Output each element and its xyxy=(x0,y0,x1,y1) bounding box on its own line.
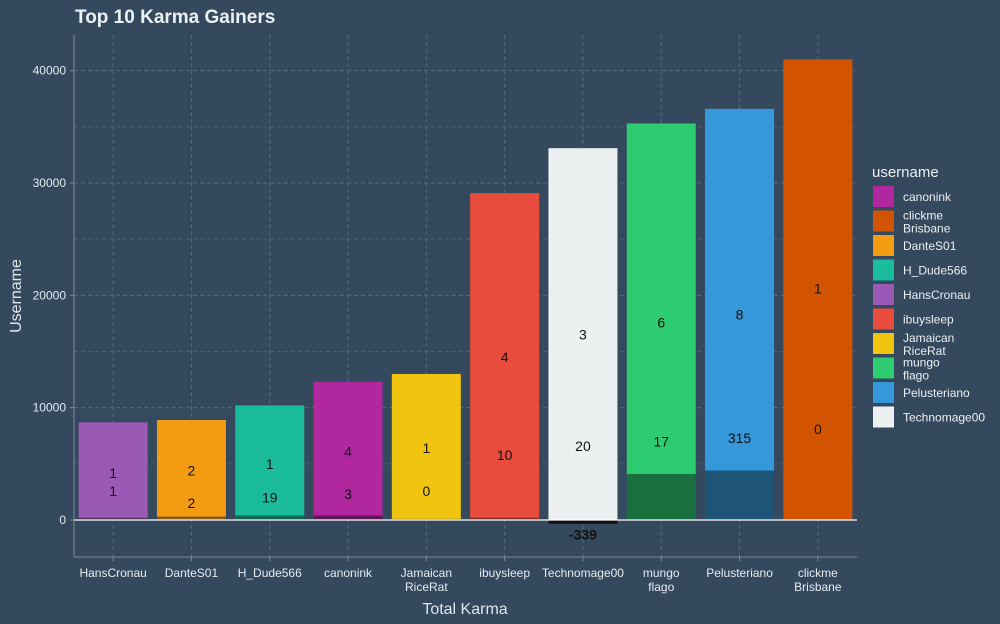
bar-segment-Technomage00 xyxy=(548,148,618,521)
data-label-Pelusteriano: 8 xyxy=(736,306,744,322)
data-label-JamaicanRiceRat: 1 xyxy=(422,440,430,456)
bar-segment-DanteS01 xyxy=(156,420,226,517)
data-label-JamaicanRiceRat: 0 xyxy=(422,483,430,499)
legend-swatch xyxy=(873,210,894,232)
x-tick-label: Pelusteriano xyxy=(706,566,773,580)
x-tick-label: canonink xyxy=(324,566,373,580)
data-label-HansCronau: 1 xyxy=(109,465,117,481)
x-tick-label: H_Dude566 xyxy=(238,566,302,580)
bar-segment-Pelusteriano xyxy=(705,108,775,471)
data-label-H_Dude566: 1 xyxy=(266,456,274,472)
legend-label: HansCronau xyxy=(903,288,970,302)
data-label-DanteS01: 2 xyxy=(188,495,196,511)
legend-label: Technomage00 xyxy=(903,411,985,425)
legend-label: mungo flago xyxy=(903,356,940,383)
data-label-Pelusteriano: 315 xyxy=(728,430,752,446)
bar-segment-Technomage00 xyxy=(548,520,618,524)
data-label-Technomage00: -339 xyxy=(569,527,597,543)
data-label-clickmeBrisbane: 1 xyxy=(814,281,822,297)
x-tick-label: DanteS01 xyxy=(165,566,219,580)
legend-label: Pelusteriano xyxy=(903,386,970,400)
x-tick-label: ibuysleep xyxy=(479,566,530,580)
x-tick-label: clickme Brisbane xyxy=(794,566,842,594)
bar-segment-HansCronau xyxy=(78,422,148,518)
data-label-DanteS01: 2 xyxy=(188,463,196,479)
data-label-Technomage00: 3 xyxy=(579,327,587,343)
x-axis-title: Total Karma xyxy=(422,601,507,618)
bar-segment-canonink xyxy=(313,381,383,516)
bar-segment-clickmeBrisbane xyxy=(783,59,853,521)
bar-segment-mungoflago xyxy=(626,473,696,520)
legend-swatch xyxy=(873,333,894,354)
legend: username canonink clickme Brisbane DanteS01… xyxy=(872,164,985,428)
y-tick-label: 10000 xyxy=(33,401,67,415)
bars xyxy=(78,59,853,524)
chart-title: Top 10 Karma Gainers xyxy=(75,7,275,28)
data-label-H_Dude566: 19 xyxy=(262,490,278,506)
legend-label: ibuysleep xyxy=(903,313,954,327)
data-label-Technomage00: 20 xyxy=(575,438,591,454)
legend-swatch xyxy=(873,259,894,281)
bar-segment-ibuysleep xyxy=(470,517,540,520)
y-tick-label: 0 xyxy=(59,513,66,527)
x-tick-label: HansCronau xyxy=(79,566,146,580)
bar-segment-DanteS01 xyxy=(156,516,226,520)
axes: 0 10000 20000 30000 40000 HansCronau DanteS01 H… xyxy=(33,35,857,594)
bar-segment-mungoflago xyxy=(626,123,696,474)
legend-swatch xyxy=(873,235,894,256)
legend-label: canonink xyxy=(903,190,952,204)
legend-swatch xyxy=(873,308,894,330)
legend-swatch xyxy=(873,357,894,379)
bar-segment-HansCronau xyxy=(78,517,148,520)
bar-segment-Pelusteriano xyxy=(705,470,775,520)
legend-swatch xyxy=(873,284,894,305)
data-labels: 1 1 2 2 19 1 3 4 0 1 10 4 -339 20 3 17 6 315 8 0 1 xyxy=(109,281,822,543)
y-tick-label: 20000 xyxy=(33,288,67,302)
x-tick-label: Technomage00 xyxy=(542,566,624,580)
bar-segment-H_Dude566 xyxy=(235,515,305,520)
data-label-ibuysleep: 10 xyxy=(497,447,513,463)
data-label-clickmeBrisbane: 0 xyxy=(814,421,822,437)
legend-label: H_Dude566 xyxy=(903,264,967,278)
bar-segment-canonink xyxy=(313,515,383,520)
bar-segment-ibuysleep xyxy=(470,193,540,518)
legend-title: username xyxy=(872,164,939,181)
legend-label: DanteS01 xyxy=(903,239,957,253)
legend-swatch xyxy=(873,186,894,207)
y-axis-title: Username xyxy=(8,259,25,333)
y-tick-label: 40000 xyxy=(33,64,67,78)
data-label-mungoflago: 6 xyxy=(657,314,665,330)
legend-swatch xyxy=(873,406,894,428)
x-tick-label: Jamaican RiceRat xyxy=(401,566,452,594)
data-label-canonink: 3 xyxy=(344,486,352,502)
y-tick-label: 30000 xyxy=(33,176,67,190)
data-label-HansCronau: 1 xyxy=(109,483,117,499)
data-label-canonink: 4 xyxy=(344,443,352,459)
bar-segment-JamaicanRiceRat xyxy=(391,373,461,519)
legend-label: Jamaican RiceRat xyxy=(903,331,954,358)
x-tick-label: mungo flago xyxy=(643,566,680,594)
bar-segment-H_Dude566 xyxy=(235,405,305,516)
legend-label: clickme Brisbane xyxy=(903,209,951,236)
legend-swatch xyxy=(873,382,894,403)
data-label-mungoflago: 17 xyxy=(653,433,669,449)
data-label-ibuysleep: 4 xyxy=(501,349,509,365)
